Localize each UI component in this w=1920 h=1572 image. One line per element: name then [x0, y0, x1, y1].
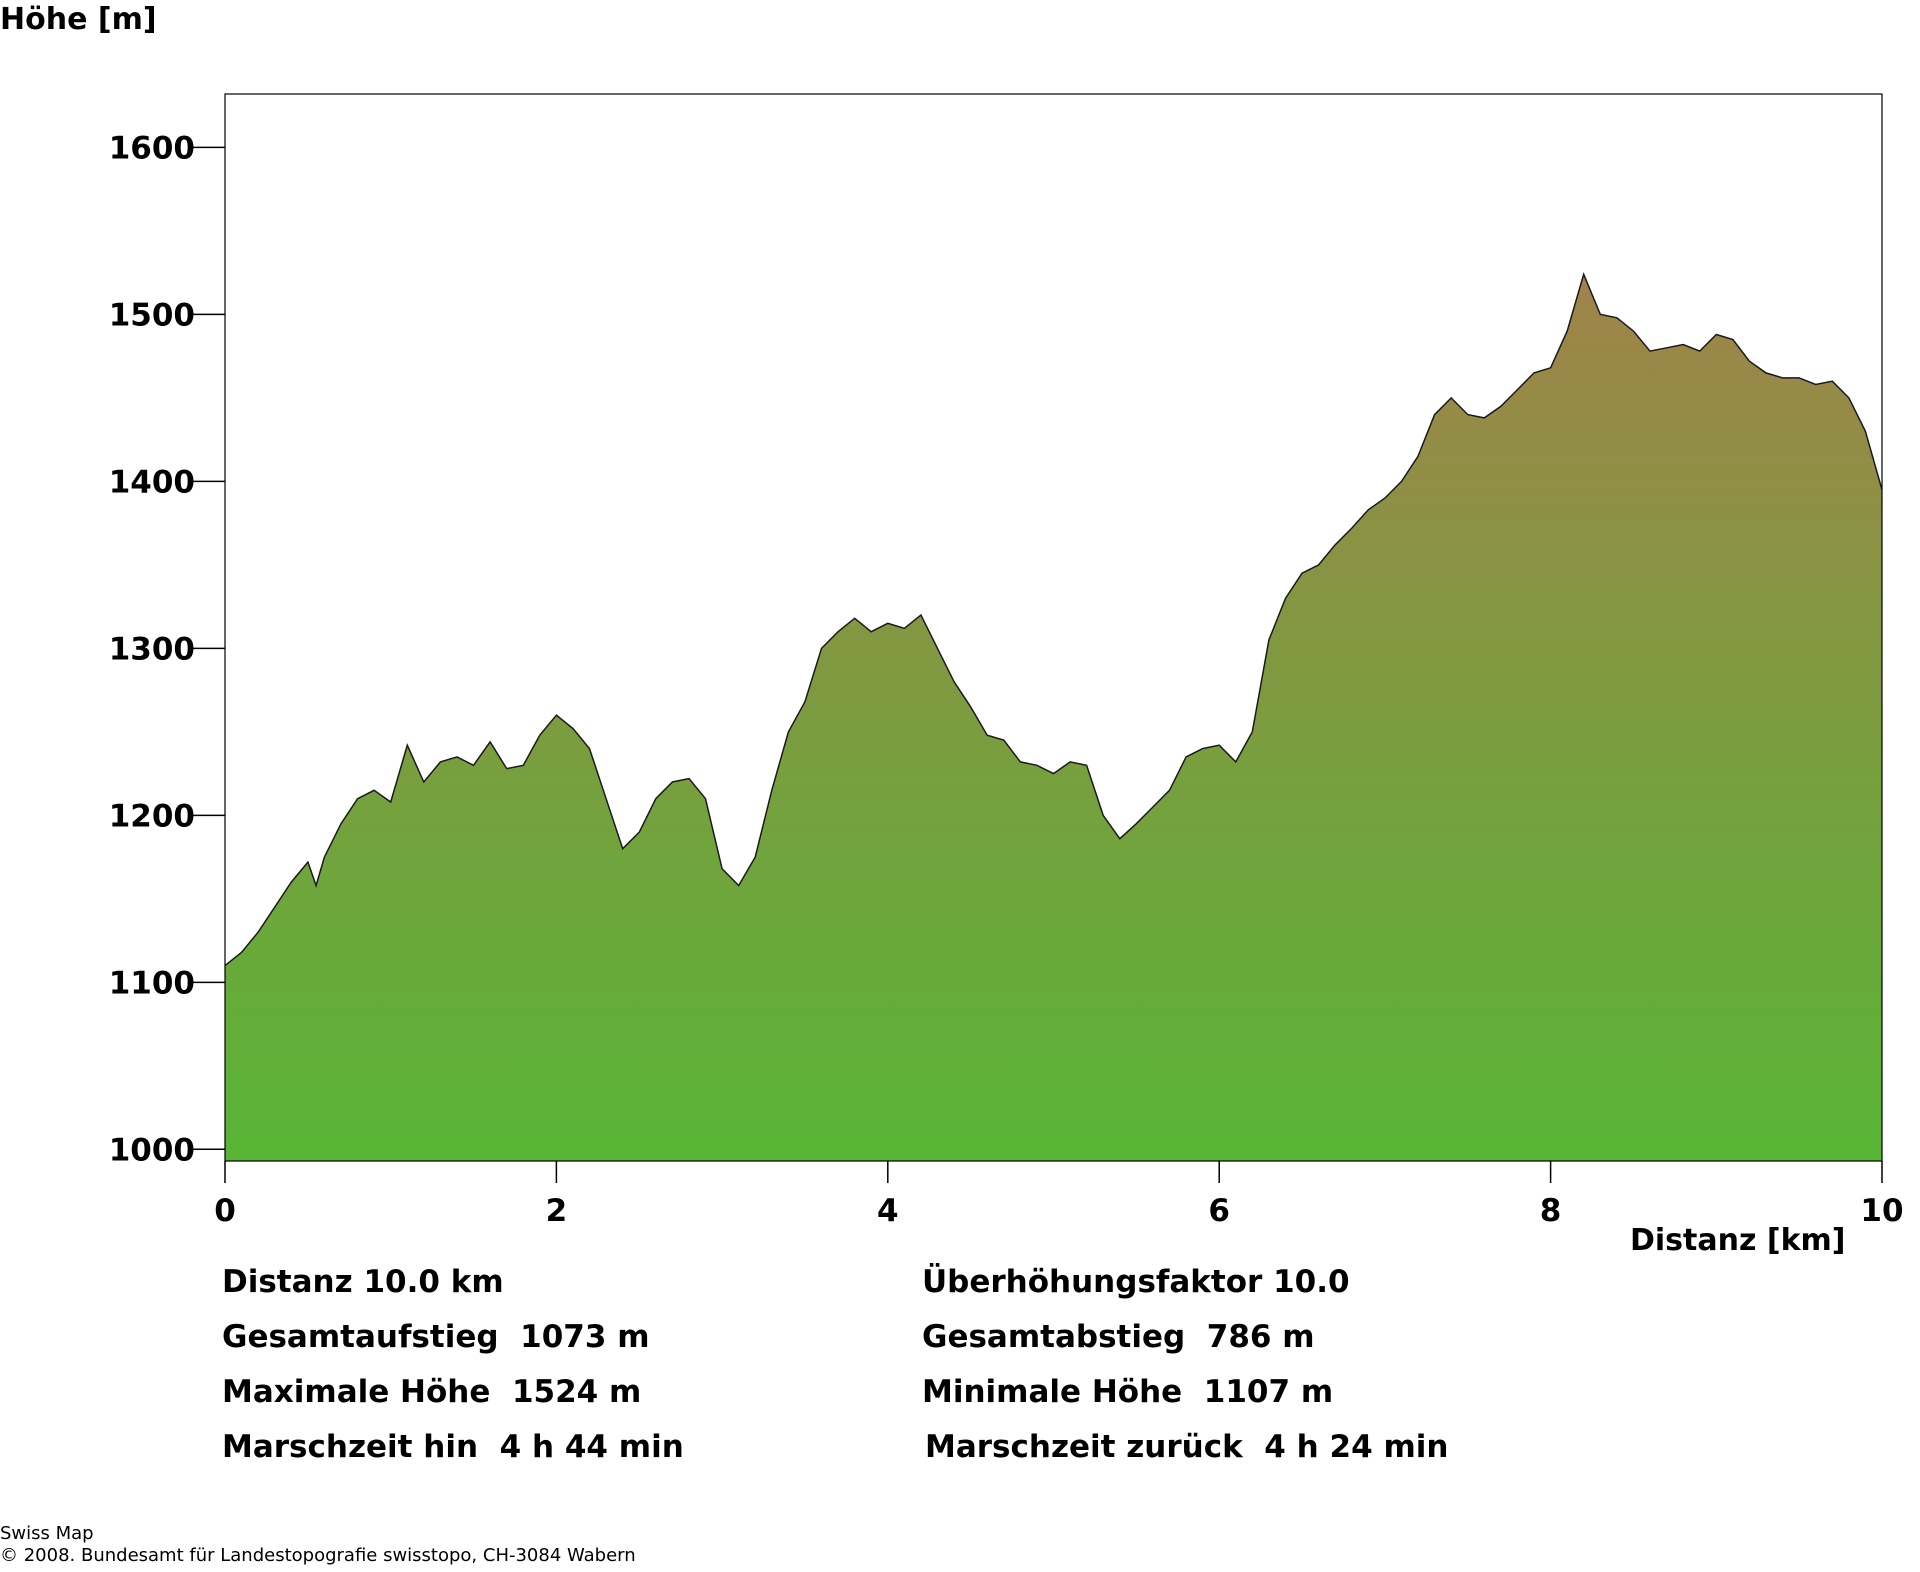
- stat-min-height: Minimale Höhe 1107 m: [922, 1374, 1334, 1410]
- stat-distance: Distanz 10.0 km: [222, 1264, 504, 1300]
- x-tick-label-5: 10: [1860, 1193, 1903, 1229]
- x-tick-label-0: 0: [214, 1193, 236, 1229]
- plot-frame: [224, 93, 1883, 1162]
- y-tick-label-4: 1400: [109, 464, 195, 500]
- y-tick-label-6: 1600: [109, 130, 195, 166]
- stat-time-back: Marschzeit zurück 4 h 24 min: [925, 1429, 1449, 1465]
- stat-max-height: Maximale Höhe 1524 m: [222, 1374, 642, 1410]
- y-tick-label-0: 1000: [109, 1132, 195, 1168]
- y-tick-label-3: 1300: [109, 631, 195, 667]
- x-tick-label-1: 2: [546, 1193, 568, 1229]
- elevation-line: [224, 272, 1883, 967]
- x-tick-label-4: 8: [1540, 1193, 1562, 1229]
- stat-exaggeration: Überhöhungsfaktor 10.0: [922, 1264, 1350, 1300]
- y-tick-label-1: 1100: [109, 965, 195, 1001]
- y-tick-label-2: 1200: [109, 798, 195, 834]
- y-tick-label-5: 1500: [109, 297, 195, 333]
- stat-descent: Gesamtabstieg 786 m: [922, 1319, 1315, 1355]
- footer-copyright: © 2008. Bundesamt für Landestopografie s…: [0, 1545, 636, 1566]
- x-axis-label: Distanz [km]: [1630, 1223, 1846, 1258]
- elevation-area: [225, 274, 1882, 1161]
- stat-ascent: Gesamtaufstieg 1073 m: [222, 1319, 650, 1355]
- y-axis-label: Höhe [m]: [0, 2, 157, 37]
- footer-source: Swiss Map: [0, 1523, 94, 1544]
- stat-time-out: Marschzeit hin 4 h 44 min: [222, 1429, 684, 1465]
- x-tick-label-2: 4: [877, 1193, 899, 1229]
- x-tick-label-3: 6: [1208, 1193, 1230, 1229]
